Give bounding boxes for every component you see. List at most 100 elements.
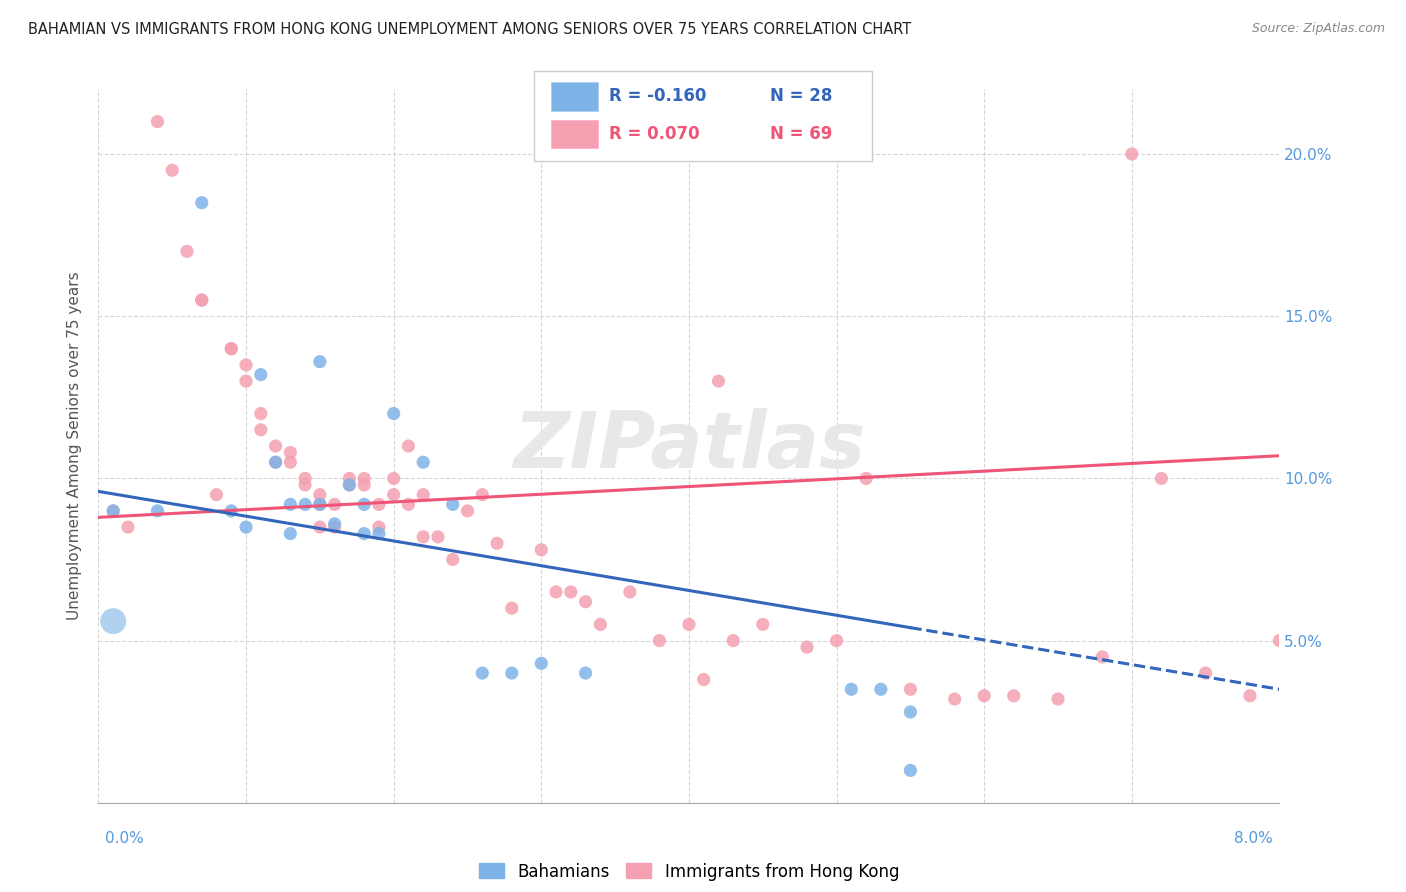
Point: [103, 504, 125, 518]
Point: [308, 520, 332, 534]
Text: N = 28: N = 28: [770, 87, 832, 105]
Y-axis label: Unemployment Among Seniors over 75 years: Unemployment Among Seniors over 75 years: [67, 272, 83, 620]
Point: [1002, 689, 1025, 703]
Point: [367, 526, 389, 541]
Point: [501, 601, 523, 615]
Point: [191, 293, 214, 307]
Point: [308, 497, 332, 511]
Point: [264, 455, 287, 469]
Point: [546, 585, 568, 599]
Point: [396, 439, 419, 453]
Point: [278, 455, 302, 469]
Legend: Bahamians, Immigrants from Hong Kong: Bahamians, Immigrants from Hong Kong: [472, 856, 905, 888]
Point: [278, 526, 302, 541]
Point: [162, 163, 183, 178]
Point: [219, 504, 242, 518]
Point: [353, 478, 375, 492]
Point: [485, 536, 508, 550]
Point: [337, 478, 360, 492]
Text: BAHAMIAN VS IMMIGRANTS FROM HONG KONG UNEMPLOYMENT AMONG SENIORS OVER 75 YEARS C: BAHAMIAN VS IMMIGRANTS FROM HONG KONG UN…: [28, 22, 911, 37]
Point: [264, 439, 287, 453]
Point: [308, 497, 332, 511]
Point: [191, 195, 214, 210]
Point: [103, 614, 125, 628]
Point: [900, 705, 922, 719]
Point: [117, 520, 139, 534]
Point: [456, 504, 478, 518]
Text: 0.0%: 0.0%: [105, 831, 145, 846]
Point: [839, 682, 862, 697]
Point: [721, 633, 744, 648]
Point: [367, 497, 389, 511]
Point: [943, 692, 966, 706]
Point: [308, 488, 332, 502]
Point: [353, 497, 375, 511]
Point: [250, 368, 273, 382]
Point: [530, 542, 553, 557]
Point: [900, 682, 922, 697]
Point: [589, 617, 612, 632]
Point: [278, 497, 302, 511]
Text: N = 69: N = 69: [770, 125, 832, 143]
Point: [973, 689, 995, 703]
Point: [707, 374, 730, 388]
Point: [441, 552, 464, 566]
Point: [278, 445, 302, 459]
Point: [205, 488, 228, 502]
Point: [412, 455, 434, 469]
Text: Source: ZipAtlas.com: Source: ZipAtlas.com: [1251, 22, 1385, 36]
Point: [751, 617, 773, 632]
Bar: [551, 120, 599, 148]
Point: [176, 244, 198, 259]
Point: [367, 520, 389, 534]
Point: [146, 504, 169, 518]
Point: [412, 530, 434, 544]
Point: [323, 516, 346, 531]
Text: ZIPatlas: ZIPatlas: [513, 408, 865, 484]
Point: [530, 657, 553, 671]
Point: [441, 497, 464, 511]
Text: R = 0.070: R = 0.070: [609, 125, 699, 143]
Point: [900, 764, 922, 778]
Point: [855, 471, 877, 485]
Point: [471, 666, 494, 681]
Point: [471, 488, 494, 502]
Point: [825, 633, 848, 648]
Point: [560, 585, 582, 599]
Text: R = -0.160: R = -0.160: [609, 87, 706, 105]
Point: [191, 293, 214, 307]
Point: [678, 617, 700, 632]
Point: [501, 666, 523, 681]
Bar: [551, 82, 599, 111]
Point: [1091, 649, 1114, 664]
Point: [619, 585, 641, 599]
Point: [796, 640, 818, 654]
Text: 8.0%: 8.0%: [1233, 831, 1272, 846]
Point: [382, 471, 405, 485]
Point: [219, 342, 242, 356]
Point: [396, 497, 419, 511]
Point: [648, 633, 671, 648]
Point: [1046, 692, 1069, 706]
Point: [250, 407, 273, 421]
Point: [382, 488, 405, 502]
Point: [323, 520, 346, 534]
Point: [693, 673, 716, 687]
Point: [337, 471, 360, 485]
Point: [353, 471, 375, 485]
Point: [219, 342, 242, 356]
Point: [146, 114, 169, 128]
Point: [1194, 666, 1216, 681]
Point: [574, 595, 596, 609]
Point: [235, 358, 257, 372]
Point: [869, 682, 891, 697]
Point: [103, 504, 125, 518]
Point: [264, 455, 287, 469]
Point: [294, 497, 316, 511]
Point: [1150, 471, 1173, 485]
Point: [294, 478, 316, 492]
Point: [574, 666, 596, 681]
Point: [235, 520, 257, 534]
Point: [426, 530, 449, 544]
Point: [323, 497, 346, 511]
